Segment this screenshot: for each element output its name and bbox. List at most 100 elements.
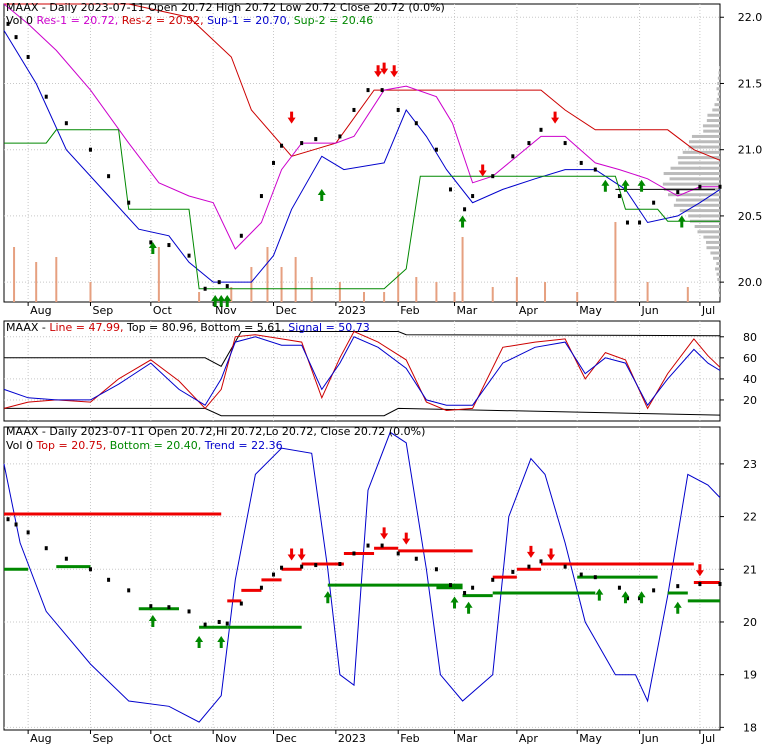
price-candle	[240, 234, 243, 238]
volume-profile-bar	[692, 135, 720, 138]
trend-ytick-label: 22	[743, 511, 757, 524]
volume-profile-bar	[712, 108, 720, 111]
volume-bar	[55, 257, 57, 302]
price-xtick-label: Oct	[153, 304, 173, 317]
price-candle	[698, 185, 701, 189]
volume-bar	[687, 287, 689, 302]
volume-profile-bar	[714, 103, 720, 106]
price-candle	[107, 174, 110, 178]
trend-price-candle	[240, 602, 243, 606]
trend-price-candle	[7, 517, 10, 521]
price-candle	[463, 207, 466, 211]
osc-legend-line: Line = 47.99,	[49, 321, 127, 334]
price-candle	[719, 185, 722, 189]
trend-price-candle	[149, 604, 152, 608]
legend-sup2: Sup-2 = 20.46	[294, 14, 374, 27]
volume-profile-bar	[716, 262, 720, 265]
trend-price-candle	[65, 557, 68, 561]
oscillator-panel-frame	[4, 321, 720, 421]
volume-profile-bar	[707, 119, 720, 122]
price-candle	[45, 95, 48, 99]
volume-profile-bar	[689, 146, 720, 149]
volume-profile-bar	[676, 199, 720, 202]
volume-bar	[544, 282, 546, 302]
trend-xtick-label: Nov	[215, 732, 237, 745]
trend-price-candle	[618, 586, 621, 590]
trend-price-candle	[188, 609, 191, 613]
osc-ytick-label: 60	[743, 352, 757, 365]
price-candle	[272, 161, 275, 165]
price-candle	[218, 280, 221, 284]
osc-legend-bottom: Bottom = 5.61,	[200, 321, 288, 334]
price-candle	[204, 287, 207, 291]
trend-ytick-label: 20	[743, 616, 757, 629]
price-candle	[652, 201, 655, 205]
price-candle	[435, 148, 438, 152]
trend-price-candle	[491, 578, 494, 582]
trend-price-candle	[415, 557, 418, 561]
volume-profile-bar	[713, 257, 720, 260]
trend-panel: 23 22 21 20 19 18 Aug Sep Oct Nov Dec 2023 Feb Mar Ap…	[4, 425, 757, 745]
price-candle	[338, 134, 341, 138]
volume-profile-bar	[697, 230, 720, 233]
legend-res2: Res-2 = 20.92,	[122, 14, 207, 27]
trend-price-candle	[27, 530, 30, 534]
trend-price-candle	[218, 620, 221, 624]
legend-vol: Vol 0	[6, 14, 36, 27]
volume-bar	[614, 222, 616, 302]
price-candle	[260, 194, 263, 198]
volume-bar	[13, 247, 15, 302]
volume-profile-bar	[719, 294, 720, 297]
trend-price-candle	[540, 559, 543, 563]
volume-profile-bar	[695, 225, 720, 228]
trend-ytick-label: 23	[743, 458, 757, 471]
price-candle	[527, 141, 530, 145]
volume-bar	[281, 267, 283, 302]
price-candle	[167, 243, 170, 247]
trend-price-candle	[397, 551, 400, 555]
volume-bar	[266, 247, 268, 302]
trend-price-candle	[314, 563, 317, 567]
price-xtick-label: Aug	[30, 304, 51, 317]
volume-bar	[250, 267, 252, 302]
price-xtick-label: Jun	[641, 304, 659, 317]
price-xtick-label: May	[579, 304, 602, 317]
osc-legend-name: MAAX -	[6, 321, 49, 334]
volume-profile-bar	[703, 236, 720, 239]
volume-profile-bar	[689, 140, 720, 143]
volume-bar	[89, 282, 91, 302]
volume-profile-bar	[663, 183, 720, 186]
price-candle	[226, 284, 229, 288]
trend-price-candle	[564, 565, 567, 569]
trend-xtick-label: Feb	[400, 732, 419, 745]
trend-price-candle	[435, 567, 438, 571]
volume-profile-bar	[706, 246, 720, 249]
volume-bar	[454, 292, 456, 302]
price-ytick-label: 21.5	[738, 77, 763, 90]
price-xtick-label: Apr	[519, 304, 539, 317]
price-candle	[381, 88, 384, 92]
price-candle	[300, 141, 303, 145]
price-candle	[188, 254, 191, 258]
trend-price-candle	[698, 582, 701, 586]
trend-price-candle	[226, 622, 229, 626]
trend-xtick-label: Dec	[276, 732, 297, 745]
trend-price-candle	[527, 565, 530, 569]
volume-profile-bar	[670, 177, 720, 180]
volume-profile-bar	[717, 278, 720, 281]
volume-profile-bar	[664, 172, 720, 175]
trend-xtick-label: Mar	[457, 732, 478, 745]
trend-price-candle	[300, 565, 303, 569]
trend-price-candle	[260, 586, 263, 590]
trend-legend-trend: Trend = 22.36	[204, 439, 283, 452]
volume-profile-bar	[719, 283, 720, 286]
volume-profile-bar	[717, 82, 720, 85]
volume-bar	[383, 292, 385, 302]
price-candle	[580, 161, 583, 165]
osc-ytick-label: 20	[743, 394, 757, 407]
trend-price-candle	[511, 570, 514, 574]
price-candle	[618, 194, 621, 198]
osc-ytick-label: 80	[743, 331, 757, 344]
price-panel-legend: Vol 0 Res-1 = 20.72, Res-2 = 20.92, Sup-…	[6, 14, 373, 27]
volume-bar	[492, 287, 494, 302]
